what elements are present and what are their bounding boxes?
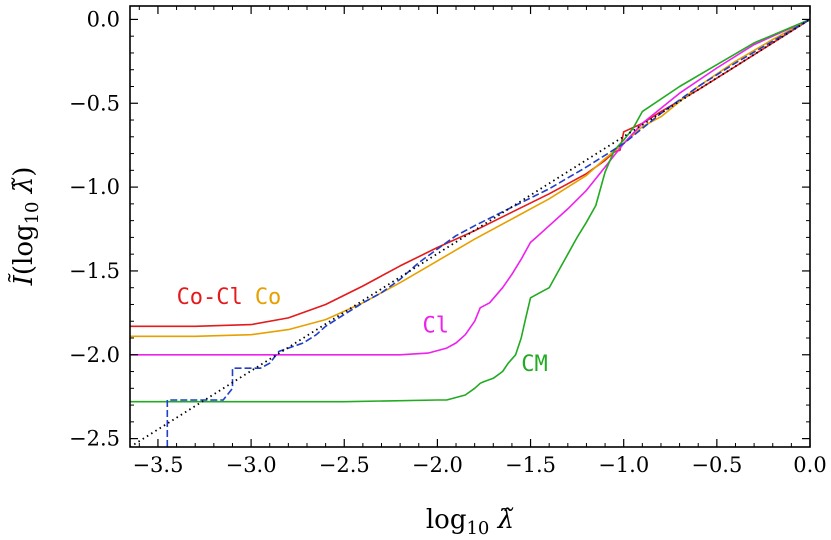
plot-frame: [129, 5, 811, 448]
y-tick-label: 0.0: [87, 7, 120, 31]
series-line-cm: [130, 18, 810, 403]
y-tick-label: −0.5: [69, 91, 120, 115]
x-tick-label: −0.5: [691, 453, 742, 477]
series-label-cm: CM: [521, 352, 548, 377]
y-tick-label: −2.5: [69, 427, 120, 451]
ticks-layer: −3.5 −3.0 −2.5 −2.0 −1.5 −1.0 −0.5 0.0 0.0 −0.5 −1…: [69, 6, 827, 477]
x-tick-label: −3.5: [132, 453, 183, 477]
y-tick-label: −2.0: [69, 343, 120, 367]
x-tick-label: −1.5: [505, 453, 556, 477]
x-tick-label: 0.0: [793, 453, 826, 477]
series-line-co-cl: [130, 18, 810, 328]
series-label-co: Co: [255, 285, 281, 310]
series-labels: Co-Cl Co Cl CM: [177, 285, 548, 377]
x-tick-label: −2.5: [319, 453, 370, 477]
y-axis-title: Ĩ(log10 λ̃): [7, 167, 43, 287]
y-tick-label: −1.5: [69, 259, 120, 283]
series-layer: [130, 18, 810, 447]
x-axis-title: log10 λ̃: [426, 505, 514, 539]
series-line-exact-step: [166, 18, 810, 447]
series-label-co-cl: Co-Cl: [177, 285, 243, 310]
y-tick-label: −1.0: [69, 175, 120, 199]
x-tick-label: −1.0: [598, 453, 649, 477]
x-tick-label: −2.0: [412, 453, 463, 477]
series-label-cl: Cl: [422, 314, 449, 339]
series-line-cl: [130, 18, 810, 356]
x-tick-label: −3.0: [226, 453, 277, 477]
